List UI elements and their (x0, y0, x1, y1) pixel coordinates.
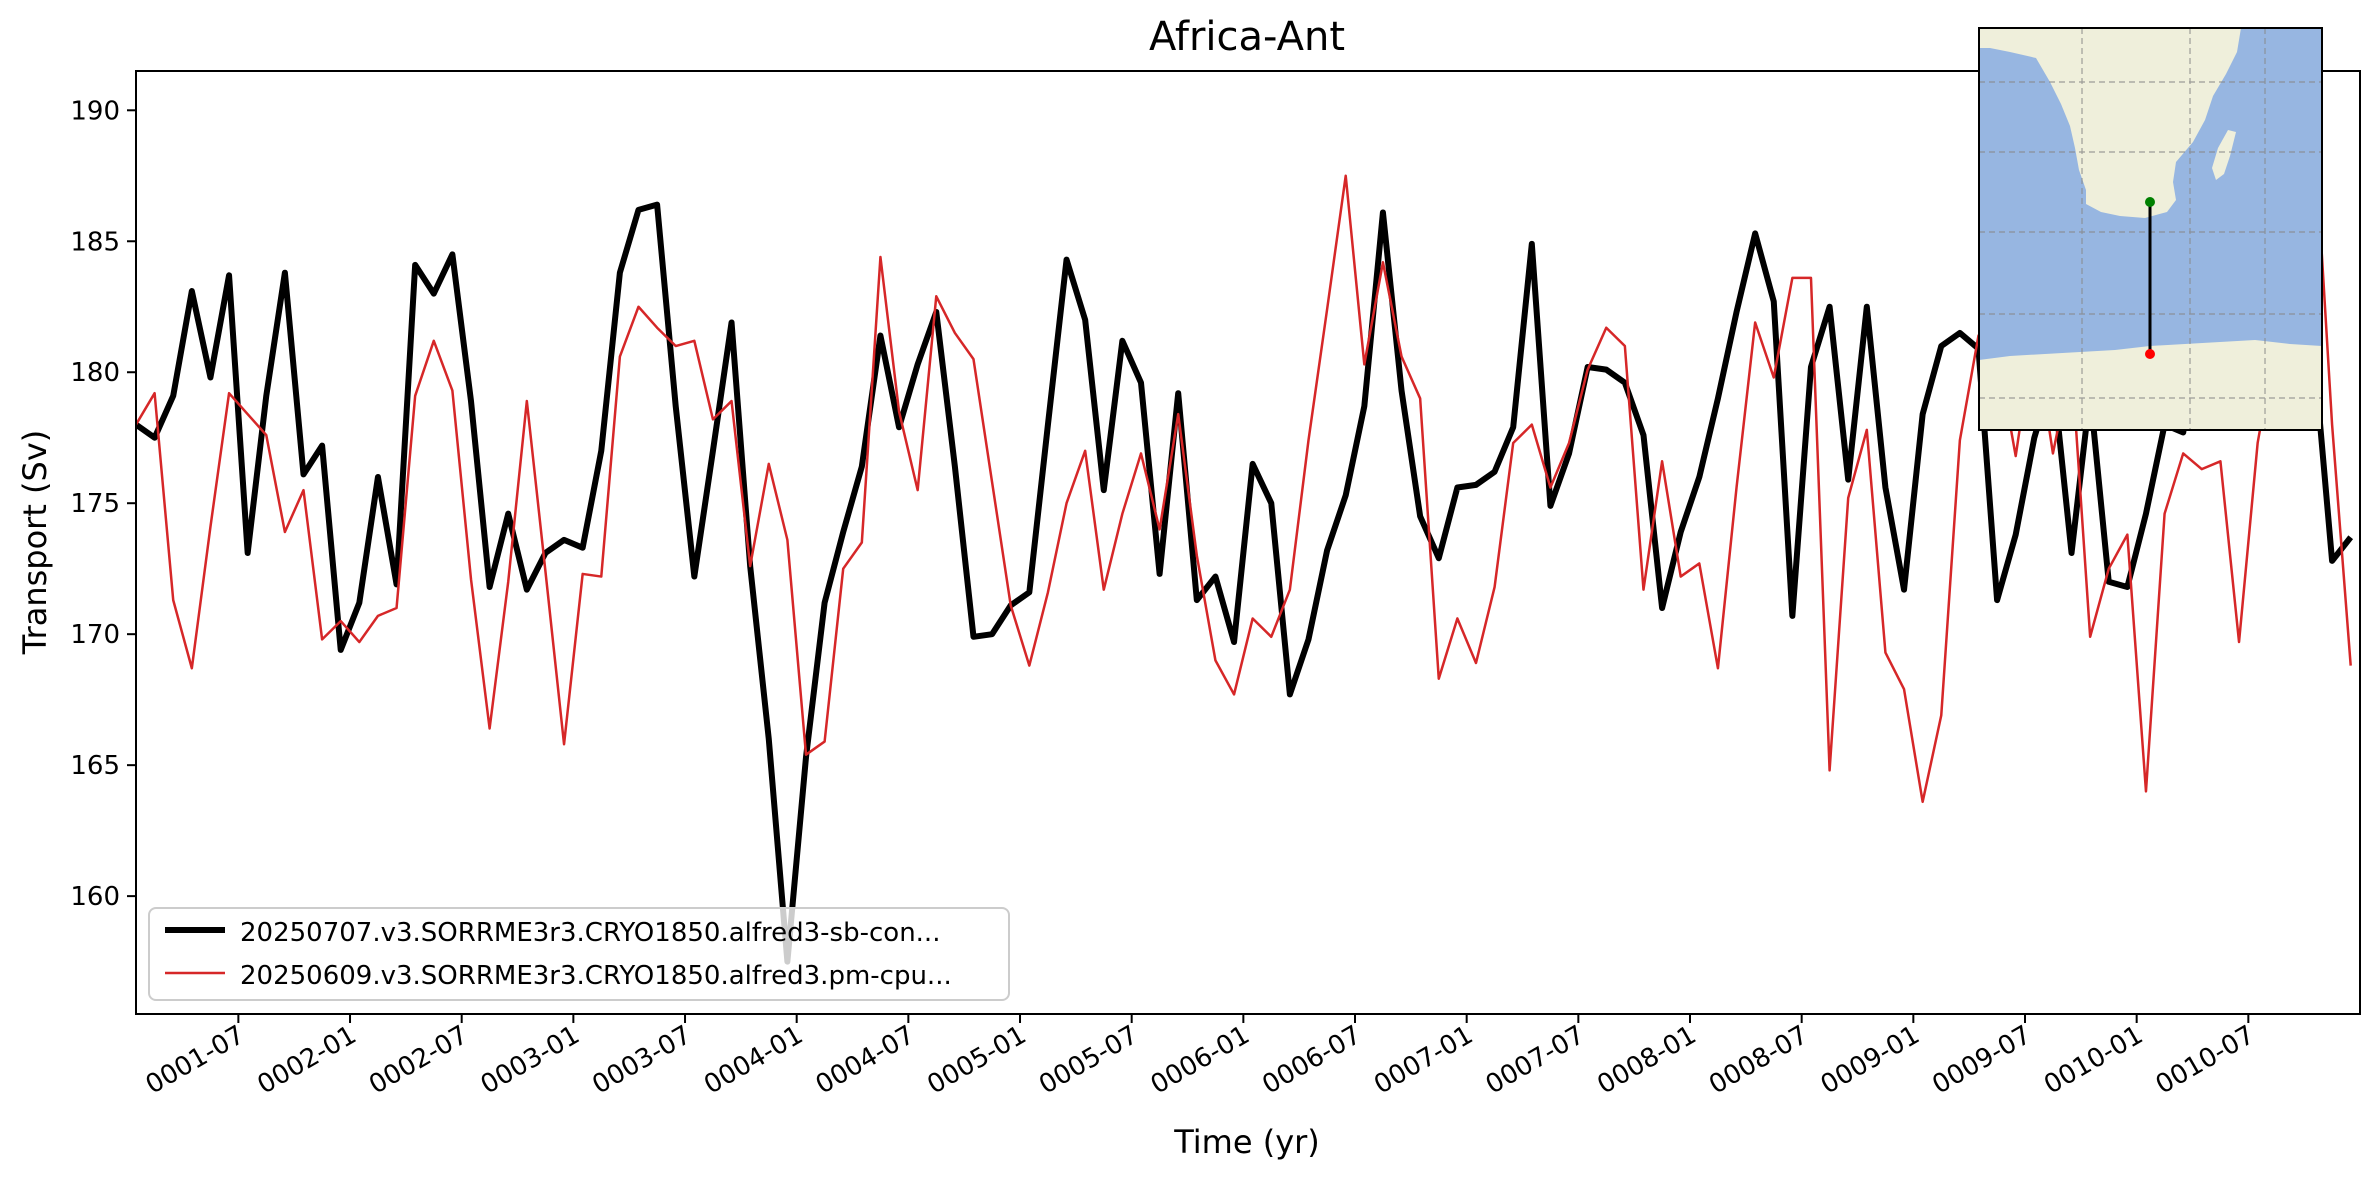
map-land-africa (1979, 28, 2241, 218)
map-land-spain (1979, 28, 2030, 38)
y-tick-label: 190 (70, 96, 120, 126)
y-tick-label: 175 (70, 489, 120, 519)
map-land-madagascar (2212, 130, 2236, 180)
legend-box (148, 907, 1010, 1001)
y-tick-label: 170 (70, 620, 120, 650)
plot-frame (135, 70, 2361, 1015)
legend-label-series-1: 20250707.v3.SORRME3r3.CRYO1850.alfred3-s… (240, 918, 940, 948)
y-axis: 160 165 170 175 180 185 190 (70, 96, 136, 912)
y-tick-label: 160 (70, 882, 120, 912)
map-frame (1978, 27, 2323, 431)
map-transect-end-point (2145, 349, 2155, 359)
legend-label-series-2: 20250609.v3.SORRME3r3.CRYO1850.alfred3.p… (240, 961, 952, 991)
map-transect-start-point (2145, 197, 2155, 207)
map-land-antarctica (1979, 340, 2322, 430)
chart-title: Africa-Ant (1149, 14, 1345, 60)
x-axis-label: Time (yr) (1173, 1123, 1320, 1161)
y-tick-label: 165 (70, 751, 120, 781)
y-tick-label: 185 (70, 227, 120, 257)
y-axis-label: Transport (Sv) (16, 430, 54, 656)
legend: 20250707.v3.SORRME3r3.CRYO1850.alfred3-s… (148, 907, 1010, 1001)
y-tick-label: 180 (70, 358, 120, 388)
inset-map (1978, 27, 2323, 431)
